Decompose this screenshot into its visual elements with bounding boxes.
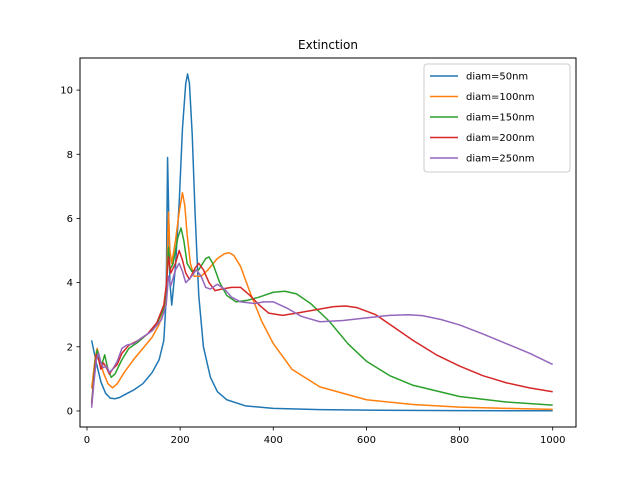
y-tick-label: 6 [67, 214, 73, 225]
legend-box [423, 63, 571, 173]
plot-lines [90, 73, 554, 412]
series-line-1 [90, 73, 553, 412]
legend-label-1: diam=50nm [466, 72, 528, 83]
x-tick-label: 600 [357, 435, 376, 446]
y-tick-label: 2 [67, 342, 73, 353]
x-tick-label: 1000 [540, 435, 565, 446]
y-tick-label: 10 [60, 86, 73, 97]
series-line-5 [90, 262, 554, 408]
y-tick-label: 0 [67, 406, 73, 417]
axes-frame [79, 57, 577, 428]
y-tick-label: 4 [67, 278, 73, 289]
x-tick-label: 200 [171, 435, 190, 446]
x-tick-label: 400 [264, 435, 283, 446]
x-axis: 0 200 400 600 800 1000 [84, 427, 565, 446]
series-line-2 [90, 192, 553, 411]
legend-label-5: diam=250nm [466, 154, 535, 165]
series-line-4 [90, 249, 553, 405]
legend-label-2: diam=100nm [466, 92, 535, 103]
series-line-3 [90, 227, 553, 406]
x-tick-label: 0 [84, 435, 90, 446]
y-axis: 0 2 4 6 8 10 [60, 86, 80, 417]
legend-label-4: diam=200nm [466, 133, 535, 144]
legend: diam=50nm diam=100nm diam=150nm diam=200nm d… [423, 63, 571, 173]
chart-title: Extinction [298, 38, 358, 52]
legend-label-3: diam=150nm [466, 113, 535, 124]
y-tick-label: 8 [67, 150, 73, 161]
x-tick-label: 800 [450, 435, 469, 446]
